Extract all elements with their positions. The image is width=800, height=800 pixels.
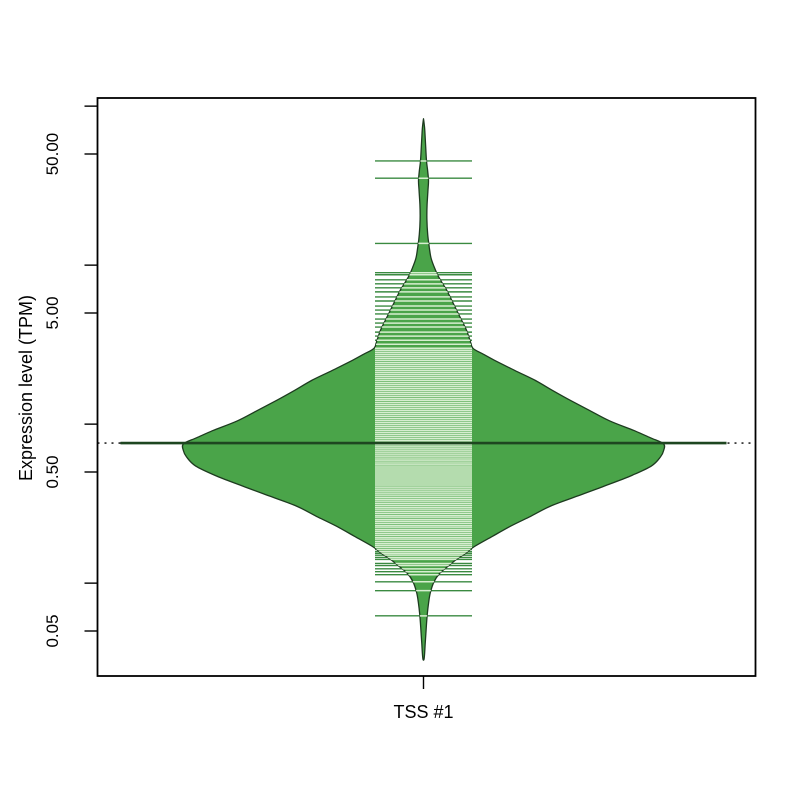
y-axis-title: Expression level (TPM) xyxy=(16,295,36,481)
violin-shape xyxy=(181,118,666,661)
violin-layer xyxy=(181,118,666,661)
x-category-label: TSS #1 xyxy=(393,702,453,722)
axes: 50.00 5.00 0.50 0.05 xyxy=(43,97,757,689)
beanlines-inside xyxy=(375,160,472,617)
y-tick-label: 0.50 xyxy=(43,455,62,488)
plot-box xyxy=(96,97,757,677)
y-tick-label: 5.00 xyxy=(43,296,62,329)
y-tick-label: 50.00 xyxy=(43,133,62,176)
y-tick-label: 0.05 xyxy=(43,614,62,647)
